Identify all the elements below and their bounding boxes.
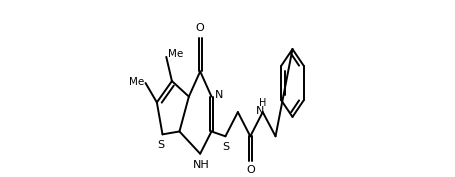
Text: S: S [157,139,164,150]
Text: N: N [255,106,264,116]
Text: Me: Me [129,77,144,87]
Text: H: H [259,98,267,108]
Text: S: S [222,142,229,152]
Text: O: O [246,165,255,175]
Text: NH: NH [193,160,210,170]
Text: N: N [215,90,223,100]
Text: Me: Me [168,49,183,59]
Text: O: O [196,23,205,33]
